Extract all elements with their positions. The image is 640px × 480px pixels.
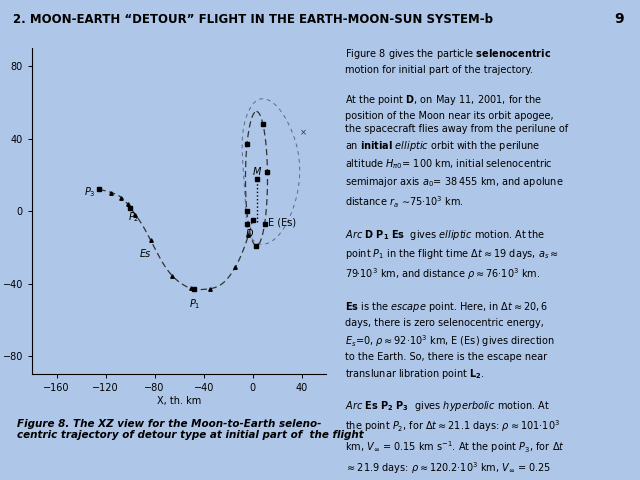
Text: $P_1$: $P_1$ [189, 297, 200, 311]
X-axis label: X, th. km: X, th. km [157, 396, 202, 406]
Text: Es: Es [140, 249, 151, 259]
Text: $P_3$: $P_3$ [84, 185, 95, 199]
Y-axis label: Z, th. km: Z, th. km [0, 189, 1, 233]
Text: $\times$: $\times$ [300, 128, 307, 137]
Text: Figure 8 gives the particle $\bf{selenocentric}$
motion for initial part of the : Figure 8 gives the particle $\bf{selenoc… [345, 47, 568, 480]
Text: 2. MOON-EARTH “DETOUR” FLIGHT IN THE EARTH-MOON-SUN SYSTEM-b: 2. MOON-EARTH “DETOUR” FLIGHT IN THE EAR… [13, 12, 493, 26]
Text: D: D [246, 228, 253, 239]
Text: Figure 8. The XZ view for the Moon-to-Earth seleno-
centric trajectory of detour: Figure 8. The XZ view for the Moon-to-Ea… [17, 419, 364, 441]
Text: E (Es): E (Es) [268, 218, 296, 228]
Text: M: M [253, 167, 261, 177]
Text: 9: 9 [614, 12, 624, 26]
Text: $P_2$: $P_2$ [128, 210, 139, 224]
